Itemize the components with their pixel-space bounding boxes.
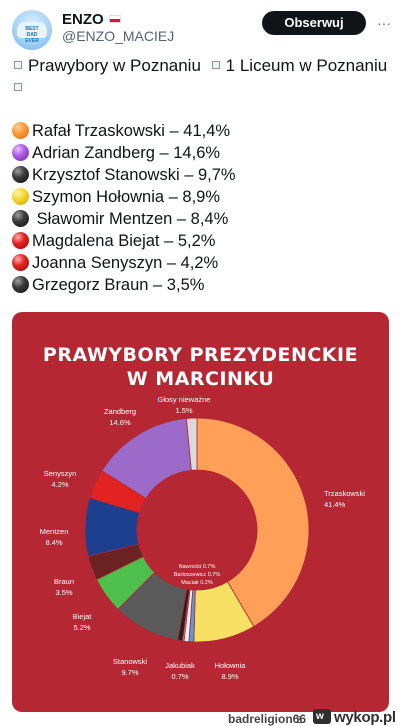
- result-label: Joanna Senyszyn – 4,2%: [32, 254, 219, 272]
- footer-separator: z: [296, 712, 302, 726]
- slice-label-name: Zandberg: [104, 407, 136, 416]
- slice-label-value: 0.7%: [171, 672, 188, 681]
- wykop-logo-text: wykop.pl: [334, 709, 396, 726]
- slice-label-name: Głosy nieważne: [158, 395, 211, 404]
- slice-label-value: 9.7%: [121, 668, 138, 677]
- post-text-line-1: Prawybory w Poznaniu 1 Liceum w Poznaniu: [14, 56, 387, 76]
- poland-flag-icon: [108, 15, 121, 23]
- slice-label-value: 41.4%: [324, 500, 346, 509]
- orange-circle-icon: [12, 122, 29, 139]
- avatar-caption: BEST DAD EVER: [25, 26, 39, 44]
- slice-label-value: 8.9%: [221, 672, 238, 681]
- donut-chart: Trzaskowski 41.4% Hołownia 8.9% Jakubiak 0.7%…: [40, 395, 366, 681]
- post-text-part-a: Prawybory w Poznaniu: [28, 56, 201, 75]
- footer-username[interactable]: badreligion66: [228, 712, 307, 726]
- post-text-part-b: 1 Liceum w Poznaniu: [225, 56, 388, 75]
- yellow-circle-icon: [12, 188, 29, 205]
- center-label: Maciak 0.2%: [181, 580, 213, 586]
- slice-label-name: Biejat: [73, 612, 93, 621]
- follow-button[interactable]: Obserwuj: [262, 11, 366, 35]
- slice-label-value: 3.5%: [55, 588, 72, 597]
- author-handle[interactable]: @ENZO_MACIEJ: [62, 28, 175, 44]
- post-header: BEST DAD EVER ENZO @ENZO_MACIEJ Obserwuj…: [0, 0, 400, 50]
- result-item: Sławomir Mentzen – 8,4%: [12, 208, 228, 230]
- center-label: Nawrocki 0.7%: [179, 564, 216, 570]
- white-square-icon: [14, 61, 22, 69]
- result-label: Sławomir Mentzen – 8,4%: [32, 210, 229, 228]
- result-item: Szymon Hołownia – 8,9%: [12, 186, 220, 208]
- result-item: Joanna Senyszyn – 4,2%: [12, 252, 218, 274]
- slice-label-name: Stanowski: [113, 657, 148, 666]
- results-graphic[interactable]: PRAWYBORY PREZYDENCKIE W MARCINKU Trzask…: [12, 312, 389, 712]
- black-circle-icon: [12, 276, 29, 293]
- slice-label-value: 8.4%: [45, 538, 62, 547]
- slice-głosy-nieważne: [185, 417, 198, 471]
- white-square-icon: [211, 61, 220, 69]
- purple-circle-icon: [12, 144, 29, 161]
- result-label: Grzegorz Braun – 3,5%: [32, 276, 205, 294]
- author-name[interactable]: ENZO: [62, 11, 121, 28]
- slice-label-name: Hołownia: [215, 661, 247, 670]
- avatar[interactable]: BEST DAD EVER: [12, 10, 52, 50]
- result-item: Magdalena Biejat – 5,2%: [12, 230, 215, 252]
- graphic-title-line-2: W MARCINKU: [126, 368, 275, 390]
- red-circle-icon: [12, 254, 29, 271]
- cap-shape: [17, 22, 47, 38]
- slice-label-name: Mentzen: [40, 527, 69, 536]
- result-label: Rafał Trzaskowski – 41,4%: [32, 122, 231, 140]
- author-name-text: ENZO: [62, 11, 104, 28]
- center-label: Bartoszewicz 0.7%: [174, 572, 221, 578]
- slice-label-value: 5.2%: [73, 623, 90, 632]
- slice-label-value: 14.6%: [109, 418, 131, 427]
- slice-label-value: 1.5%: [175, 406, 192, 415]
- wykop-logo[interactable]: w wykop.pl: [313, 708, 399, 726]
- result-label: Magdalena Biejat – 5,2%: [32, 232, 216, 250]
- result-item: Grzegorz Braun – 3,5%: [12, 274, 204, 296]
- post-text-line-2: [14, 78, 28, 98]
- wykop-logo-icon: w: [313, 709, 331, 724]
- black-circle-icon: [12, 210, 29, 227]
- result-label: Szymon Hołownia – 8,9%: [32, 188, 221, 206]
- red-circle-icon: [12, 232, 29, 249]
- black-circle-icon: [12, 166, 29, 183]
- result-label: Adrian Zandberg – 14,6%: [32, 144, 221, 162]
- slice-trzaskowski: [196, 417, 310, 628]
- result-item: Rafał Trzaskowski – 41,4%: [12, 120, 230, 142]
- result-label: Krzysztof Stanowski – 9,7%: [32, 166, 236, 184]
- slice-label-name: Senyszyn: [44, 469, 77, 478]
- white-square-icon: [14, 83, 22, 91]
- more-options-icon[interactable]: ···: [377, 15, 391, 31]
- result-item: Krzysztof Stanowski – 9,7%: [12, 164, 236, 186]
- slice-label-name: Trzaskowski: [324, 489, 365, 498]
- slice-label-value: 4.2%: [51, 480, 68, 489]
- graphic-title-line-1: PRAWYBORY PREZYDENCKIE: [42, 344, 359, 366]
- slice-label-name: Braun: [54, 577, 74, 586]
- footer-bar: badreligion66 z w wykop.pl: [0, 709, 400, 726]
- result-item: Adrian Zandberg – 14,6%: [12, 142, 220, 164]
- slice-label-name: Jakubiak: [165, 661, 195, 670]
